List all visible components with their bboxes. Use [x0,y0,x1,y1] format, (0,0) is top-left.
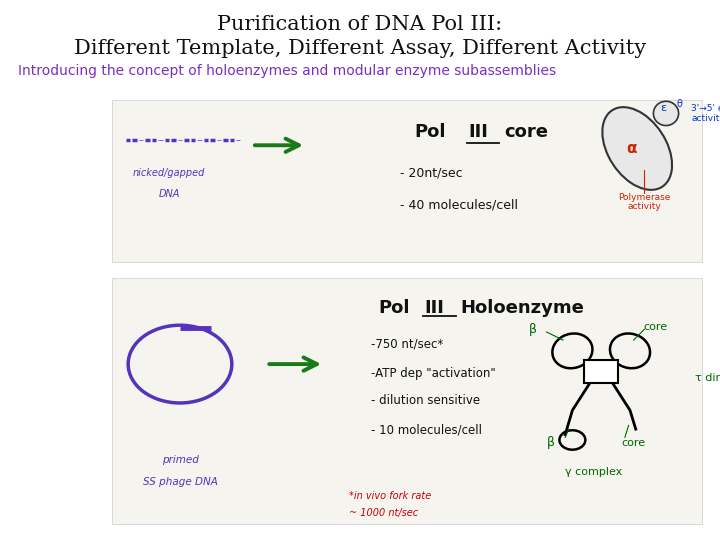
Text: DNA: DNA [158,189,180,199]
Text: - 20nt/sec: - 20nt/sec [400,166,462,179]
Text: -750 nt/sec*: -750 nt/sec* [371,338,443,351]
Text: Polymerase: Polymerase [618,193,670,201]
Text: θ: θ [676,99,682,109]
Text: activity: activity [628,202,661,211]
Text: 3'→5' exo: 3'→5' exo [691,104,720,112]
Text: III: III [468,123,488,141]
Text: III: III [425,299,445,316]
FancyBboxPatch shape [112,100,702,262]
Text: β: β [546,436,555,449]
Text: Pol: Pol [378,299,410,316]
Ellipse shape [603,107,672,190]
Text: Pol: Pol [414,123,446,141]
Text: Introducing the concept of holoenzymes and modular enzyme subassemblies: Introducing the concept of holoenzymes a… [18,64,556,78]
Text: core: core [504,123,548,141]
Text: core: core [621,437,646,448]
Text: β: β [528,323,537,336]
Ellipse shape [654,102,679,125]
Text: - dilution sensitive: - dilution sensitive [371,394,480,408]
Text: Holoenzyme: Holoenzyme [461,299,585,316]
Text: SS phage DNA: SS phage DNA [143,477,217,487]
Text: core: core [643,321,667,332]
Text: Different Template, Different Assay, Different Activity: Different Template, Different Assay, Dif… [74,39,646,58]
Text: ~ 1000 nt/sec: ~ 1000 nt/sec [349,508,418,518]
Text: ε: ε [660,103,666,113]
Text: α: α [626,141,636,156]
FancyBboxPatch shape [112,278,702,524]
Text: primed: primed [161,455,199,465]
Text: - 10 molecules/cell: - 10 molecules/cell [371,424,482,437]
Text: τ dimer: τ dimer [695,373,720,383]
Text: γ complex: γ complex [565,467,623,477]
Text: -ATP dep "activation": -ATP dep "activation" [371,367,495,380]
Text: - 40 molecules/cell: - 40 molecules/cell [400,199,518,212]
Text: nicked/gapped: nicked/gapped [133,168,205,178]
Text: activity: activity [691,114,720,123]
Text: *in vivo fork rate: *in vivo fork rate [349,490,431,501]
FancyBboxPatch shape [584,360,618,383]
Text: Purification of DNA Pol III:: Purification of DNA Pol III: [217,15,503,34]
